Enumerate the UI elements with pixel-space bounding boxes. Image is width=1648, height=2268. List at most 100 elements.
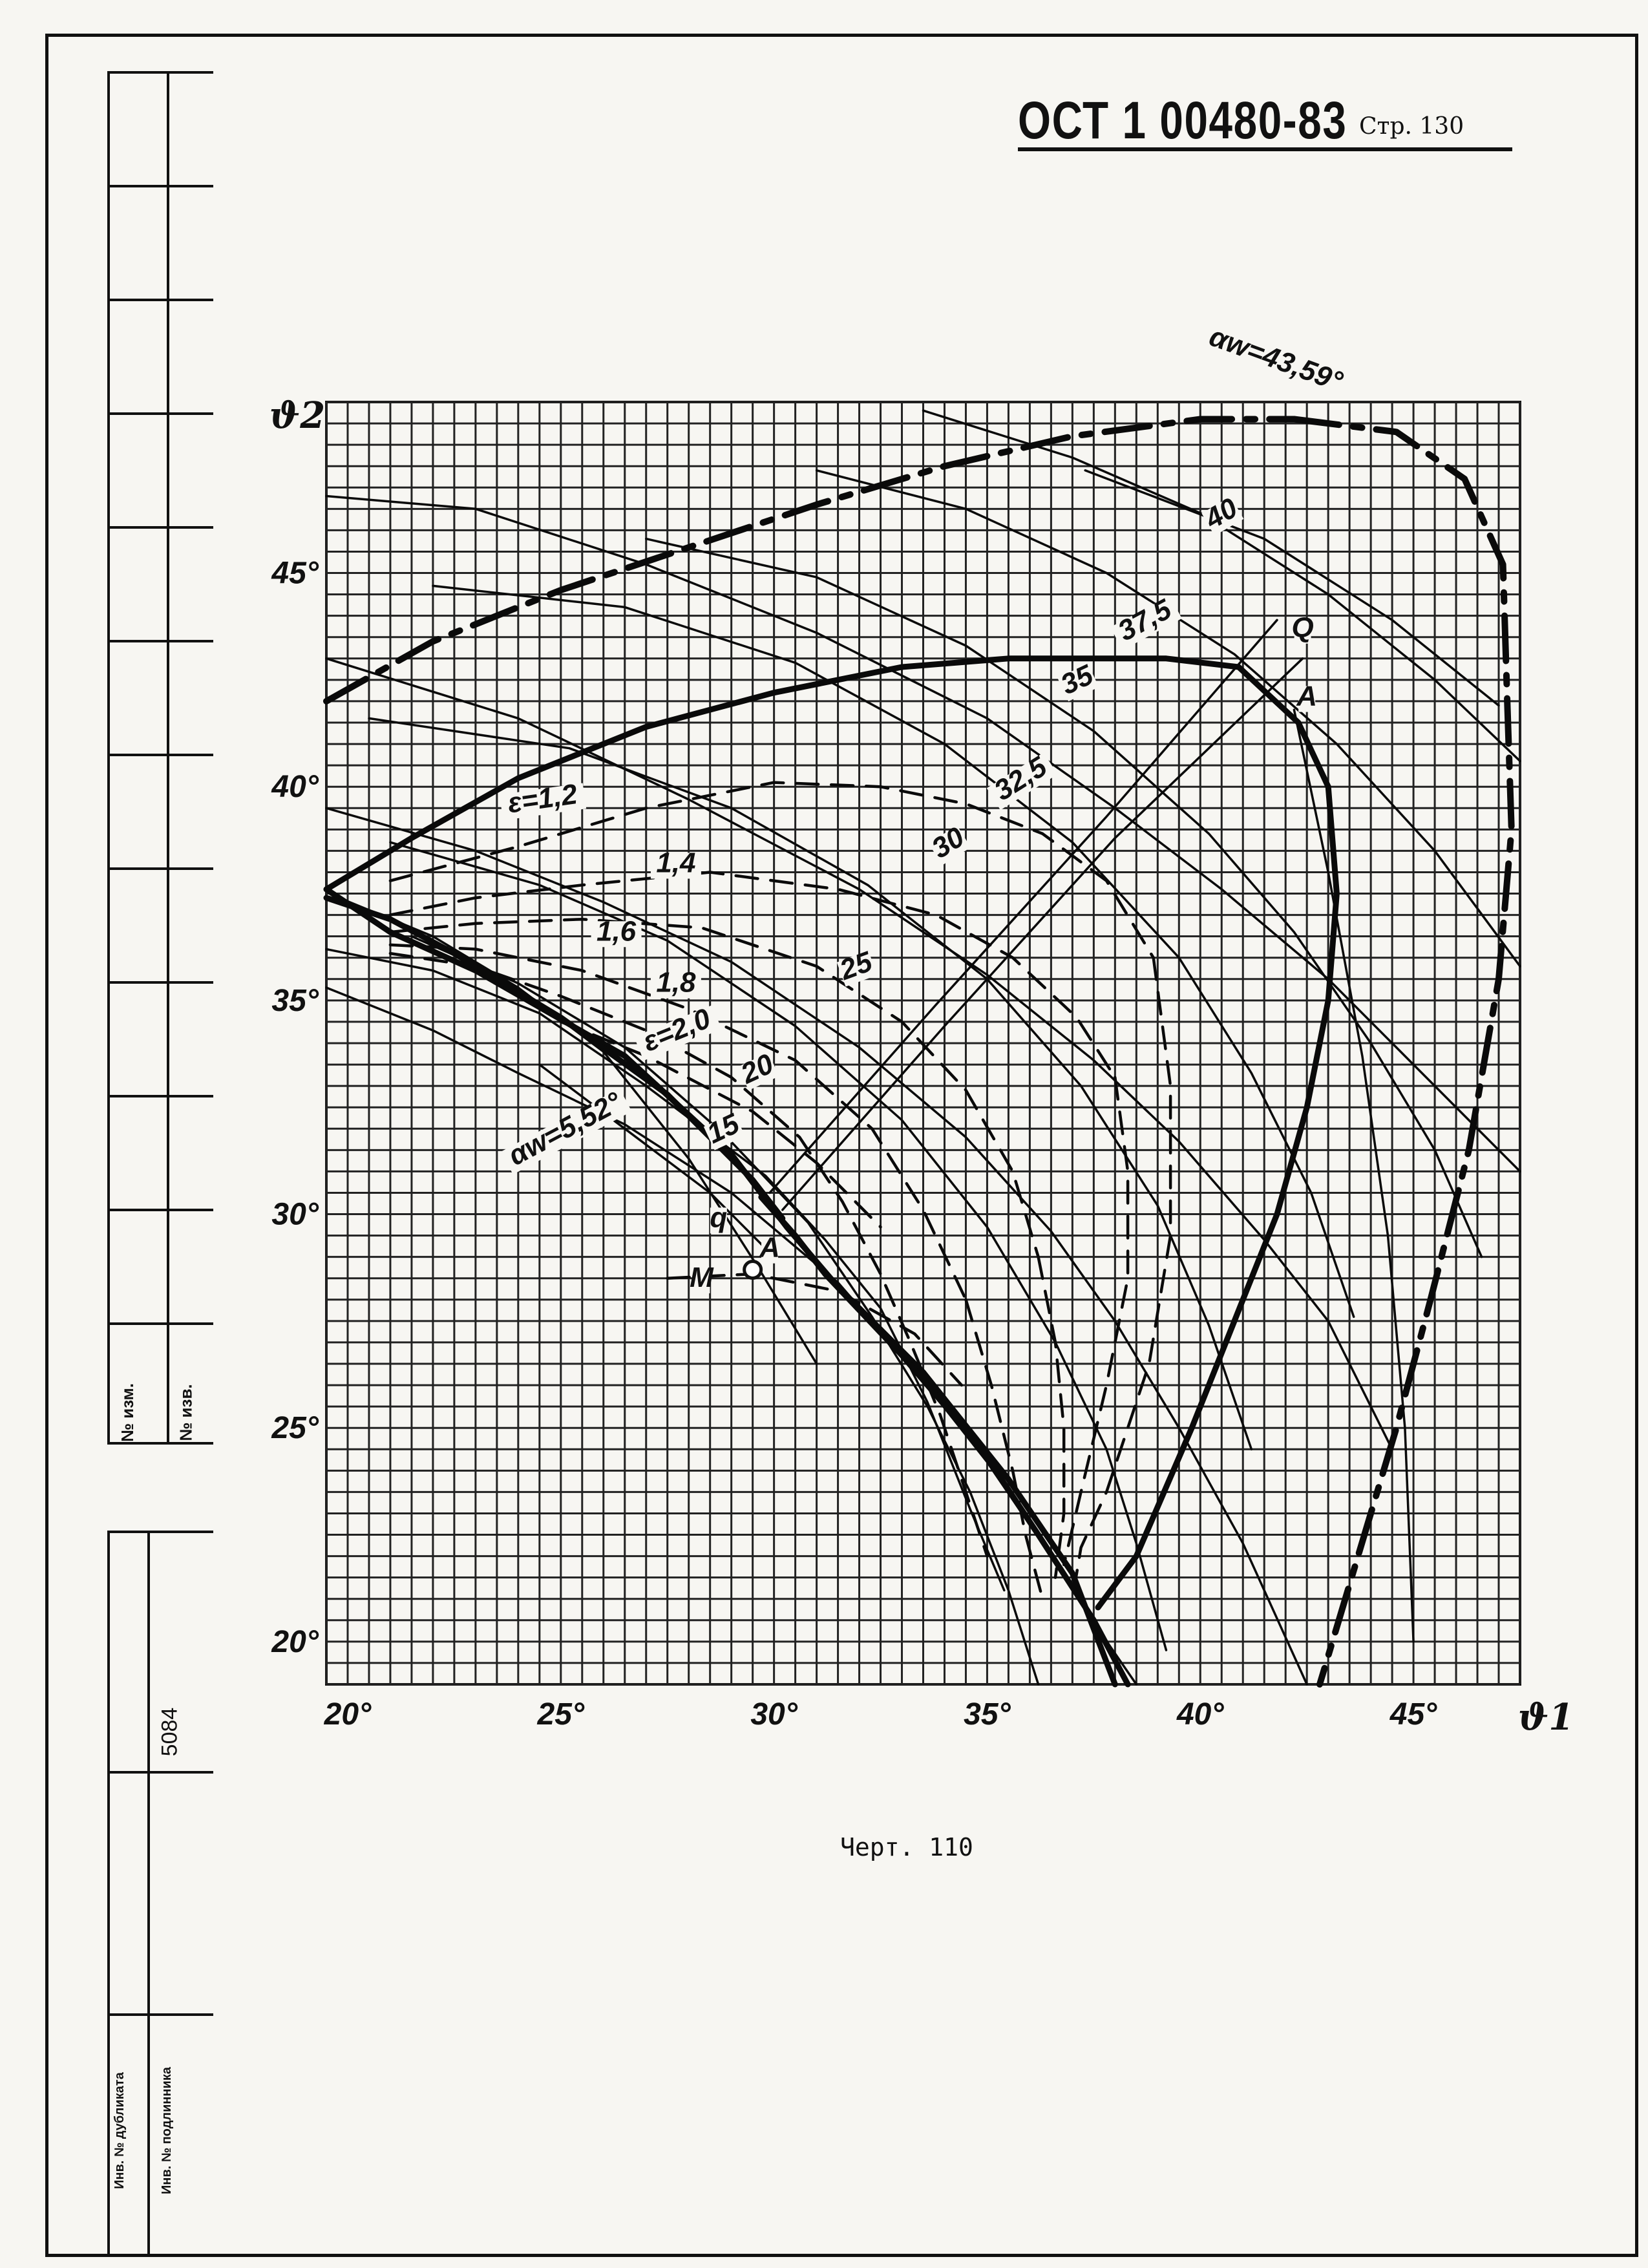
curve-thin-1 xyxy=(325,657,1393,1451)
curve-label: ε=2,0 xyxy=(639,1002,715,1058)
curve-thin-7 xyxy=(432,584,1355,1319)
curve-label: 1,8 xyxy=(656,967,696,999)
curve-thin-0 xyxy=(325,494,1521,1173)
curve-thick-22 xyxy=(1095,783,1340,1611)
curve-label: 15 xyxy=(702,1108,745,1150)
curve-thin-17 xyxy=(768,619,1278,1194)
table-line xyxy=(107,1095,213,1097)
y-axis-label: ϑ2 xyxy=(269,394,326,437)
table-line xyxy=(107,640,213,642)
figure-caption: Черт. 110 xyxy=(840,1833,973,1861)
curve-label-bg xyxy=(650,853,701,879)
curve-thin-2 xyxy=(325,807,1308,1686)
table-line xyxy=(107,185,213,187)
y-tick-label: 20° xyxy=(271,1625,319,1659)
inventory-table xyxy=(107,1531,213,2257)
y-tick-label: 40° xyxy=(271,770,319,804)
curve-dash-33 xyxy=(388,951,989,1558)
curve-label: A xyxy=(759,1232,780,1264)
x-tick-label: 45° xyxy=(1389,1697,1437,1732)
curve-dash-30 xyxy=(1037,1255,1066,1579)
curve-label-bg xyxy=(836,951,878,987)
curve-dash-25 xyxy=(388,781,1155,959)
curve-label-bg xyxy=(1110,595,1182,650)
curve-label-bg xyxy=(1057,663,1099,702)
curve-label-bg xyxy=(1294,617,1311,644)
curve-dash-32 xyxy=(964,1298,1044,1600)
page-number: Стр. 130 xyxy=(1359,113,1464,140)
curve-label-bg xyxy=(737,1052,779,1090)
curve-dash-28 xyxy=(1062,1076,1130,1567)
curve-label: q xyxy=(710,1202,727,1233)
curve-label-bg xyxy=(1298,686,1316,712)
curve-label-bg xyxy=(501,1088,632,1175)
curve-dash-31 xyxy=(388,943,967,1302)
curve-label: A xyxy=(1296,681,1317,712)
curve-label-bg xyxy=(1201,496,1244,536)
curve-label: 30 xyxy=(926,821,970,865)
curve-dash-35 xyxy=(666,1272,964,1387)
table-line xyxy=(107,867,213,870)
curve-thick-dash-24 xyxy=(1291,416,1515,1688)
document-code: ОСТ 1 00480-83 xyxy=(1018,91,1347,150)
curve-thin-14 xyxy=(538,1063,776,1258)
curve-dash-26 xyxy=(1071,956,1172,1600)
inventory-table-divider xyxy=(147,1531,150,2257)
curve-label-bg xyxy=(761,1237,779,1264)
revision-table xyxy=(107,71,213,1445)
curve-thin-11 xyxy=(1084,469,1500,707)
curve-label-bg xyxy=(499,783,587,821)
curve-thick-dash-23 xyxy=(323,416,1298,705)
curve-thin-10 xyxy=(922,409,1521,763)
y-tick-label: 35° xyxy=(271,984,319,1018)
table-line xyxy=(107,2013,213,2016)
x-tick-label: 40° xyxy=(1176,1697,1224,1732)
curve-label-bg xyxy=(1199,323,1351,400)
x-axis-label: ϑ1 xyxy=(1518,1696,1574,1739)
curve-label: 1,6 xyxy=(597,915,637,947)
curve-label-bg xyxy=(650,972,701,999)
x-tick-label: 25° xyxy=(537,1697,585,1732)
curve-label: 20 xyxy=(735,1048,778,1090)
table-line xyxy=(107,754,213,756)
y-tick-label: 45° xyxy=(271,556,319,591)
curve-label: Q xyxy=(1291,612,1313,644)
table-line xyxy=(107,1771,213,1774)
curve-label: ε=1,2 xyxy=(506,778,580,820)
curve-dash-29 xyxy=(388,917,1040,1258)
curve-thin-12 xyxy=(325,948,1006,1592)
curve-label-bg xyxy=(986,752,1058,811)
curve-label: M xyxy=(690,1262,714,1293)
curve-label: 35 xyxy=(1056,659,1099,701)
curve-thin-8 xyxy=(644,537,1483,1258)
header-underline xyxy=(1018,147,1512,151)
table-line xyxy=(107,1322,213,1325)
curve-thick-19 xyxy=(323,895,786,1222)
y-tick-label: 30° xyxy=(271,1198,319,1232)
curve-label-bg xyxy=(591,921,642,948)
curve-label-bg xyxy=(710,1207,727,1234)
table-line xyxy=(107,526,213,529)
table-line xyxy=(107,981,213,984)
curve-thin-15 xyxy=(1293,708,1415,1643)
curve-thick-18 xyxy=(323,886,1118,1688)
curve-dash-27 xyxy=(388,871,1117,1079)
curve-thick-21 xyxy=(323,655,1331,893)
sheet-frame xyxy=(45,34,1638,2257)
x-tick-label: 35° xyxy=(964,1697,1011,1732)
point-m-marker xyxy=(743,1260,763,1280)
curve-label-bg xyxy=(633,1005,722,1061)
curve-label: 25 xyxy=(835,946,876,986)
curve-thick-20 xyxy=(758,1194,1131,1688)
table-line xyxy=(107,412,213,415)
curve-label-bg xyxy=(703,1112,745,1150)
curve-dash-34 xyxy=(559,1020,882,1229)
x-tick-label: 20° xyxy=(324,1697,372,1732)
curve-thin-4 xyxy=(410,935,1040,1686)
curve-label-bg xyxy=(928,825,971,865)
curve-thin-5 xyxy=(389,841,1168,1651)
curve-label: 1,4 xyxy=(656,847,695,878)
revision-table-divider xyxy=(167,71,169,1445)
curve-label: αw=43,59° xyxy=(1205,321,1347,398)
